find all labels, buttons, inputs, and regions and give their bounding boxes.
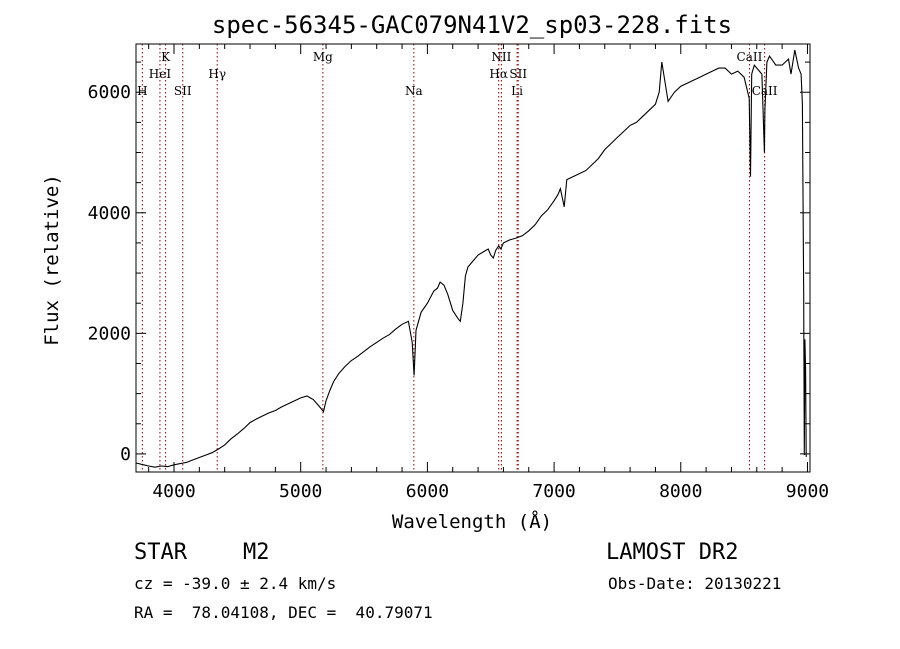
marker-label-10: Li: [511, 84, 523, 98]
y-tick-label-2: 4000: [88, 203, 131, 224]
x-tick-label-1: 5000: [279, 481, 322, 502]
y-tick-label-0: 0: [120, 444, 131, 465]
axes: 4000 5000 6000 7000 8000 9000 0 2000 4000 6000: [88, 44, 829, 502]
object-subclass: M2: [243, 540, 270, 565]
marker-label-5: Mg: [313, 50, 333, 64]
y-tick-label-1: 2000: [88, 323, 131, 344]
obs-date-text: Obs-Date: 20130221: [608, 574, 782, 593]
x-tick-label-3: 7000: [532, 481, 575, 502]
marker-label-9: SII: [509, 67, 527, 81]
x-tick-label-2: 6000: [406, 481, 449, 502]
survey-name: LAMOST DR2: [606, 540, 739, 565]
marker-label-0: H: [137, 84, 147, 98]
x-axis-label: Wavelength (Å): [392, 510, 552, 533]
marker-label-12: CaII: [752, 84, 778, 98]
redshift-text: cz = -39.0 ± 2.4 km/s: [134, 574, 337, 593]
radec-text: RA = 78.04108, DEC = 40.79071: [134, 603, 433, 622]
x-tick-label-5: 9000: [786, 481, 829, 502]
object-class: STAR: [134, 540, 187, 565]
x-tick-label-0: 4000: [152, 481, 195, 502]
x-tick-label-4: 8000: [659, 481, 702, 502]
y-axis-label: Flux (relative): [41, 174, 63, 346]
plot-frame: [135, 43, 811, 473]
marker-label-7: NII: [491, 50, 511, 64]
marker-label-8: Hα: [489, 67, 508, 81]
y-tick-label-3: 6000: [88, 82, 131, 103]
marker-label-6: Na: [405, 84, 423, 98]
marker-label-1: K: [161, 50, 171, 64]
chart-title: spec-56345-GAC079N41V2_sp03-228.fits: [212, 11, 732, 39]
marker-label-2: HeI: [149, 67, 172, 81]
marker-label-11: CaII: [737, 50, 763, 64]
spectrum-line: [135, 49, 807, 468]
marker-label-3: SII: [174, 84, 192, 98]
marker-label-4: Hγ: [208, 67, 226, 81]
